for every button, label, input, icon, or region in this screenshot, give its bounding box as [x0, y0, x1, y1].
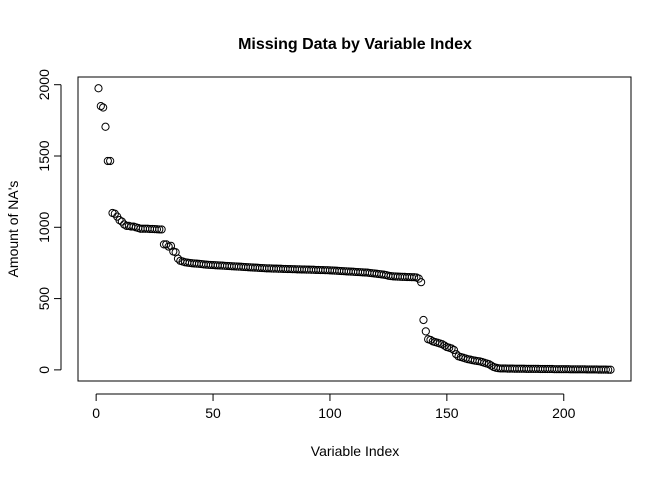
point — [604, 365, 613, 374]
chart-title: Missing Data by Variable Index — [238, 36, 472, 53]
point — [152, 225, 162, 234]
point — [173, 254, 183, 263]
point — [101, 122, 110, 131]
point — [606, 365, 615, 374]
x-tick-label: 200 — [552, 405, 576, 421]
point — [487, 361, 496, 370]
point — [452, 350, 461, 359]
point — [601, 365, 610, 374]
point — [426, 335, 435, 345]
point — [115, 216, 124, 225]
point — [419, 315, 428, 325]
point — [110, 209, 119, 218]
point — [103, 156, 112, 166]
y-axis-label: Amount of NA's — [5, 181, 21, 278]
y-tick-label: 500 — [36, 287, 52, 311]
x-tick-label: 0 — [92, 405, 100, 421]
point — [162, 240, 171, 249]
point — [417, 278, 426, 287]
point — [484, 360, 494, 369]
point — [155, 225, 164, 234]
point — [449, 345, 458, 355]
y-tick-label: 2000 — [36, 69, 52, 100]
plot-frame — [77, 76, 632, 382]
point — [421, 327, 430, 336]
x-axis-label: Variable Index — [311, 443, 399, 459]
point — [99, 103, 108, 112]
point — [438, 340, 447, 349]
x-tick-label: 100 — [318, 405, 342, 421]
y-tick-label: 1000 — [36, 212, 52, 243]
y-tick-label: 0 — [36, 366, 52, 374]
point — [117, 217, 126, 226]
point — [96, 101, 105, 111]
x-tick-label: 50 — [205, 405, 221, 421]
point — [440, 341, 449, 350]
point — [166, 241, 176, 250]
point — [157, 225, 166, 234]
y-tick-label: 1500 — [36, 140, 52, 171]
point — [94, 84, 103, 93]
point — [447, 344, 456, 353]
point — [106, 156, 115, 166]
x-tick-label: 150 — [435, 405, 459, 421]
